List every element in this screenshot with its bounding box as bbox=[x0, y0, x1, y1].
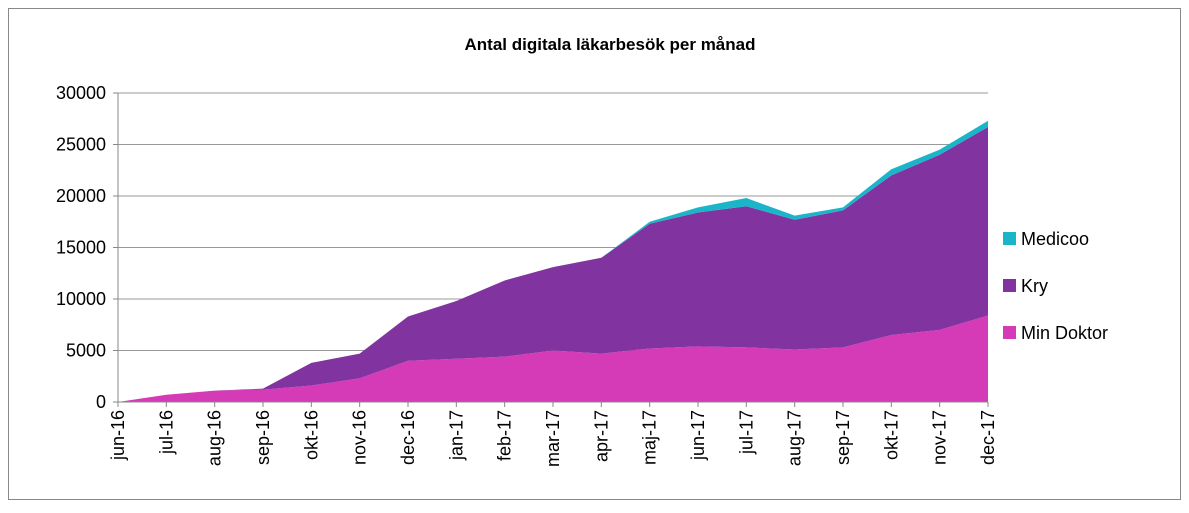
x-tick-label: apr-17 bbox=[591, 410, 611, 462]
chart-title: Antal digitala läkarbesök per månad bbox=[465, 35, 756, 54]
x-tick-label: jan-17 bbox=[446, 410, 466, 461]
x-tick-label: aug-16 bbox=[205, 410, 225, 466]
y-tick-label: 25000 bbox=[56, 135, 106, 155]
y-tick-label: 0 bbox=[96, 392, 106, 412]
legend-swatch bbox=[1003, 232, 1016, 245]
legend-swatch bbox=[1003, 279, 1016, 292]
area bbox=[118, 126, 988, 403]
legend-label: Min Doktor bbox=[1021, 323, 1108, 343]
x-tick-label: sep-16 bbox=[253, 410, 273, 465]
x-tick-label: sep-17 bbox=[833, 410, 853, 465]
x-tick-label: jun-16 bbox=[108, 410, 128, 461]
x-tick-label: dec-17 bbox=[978, 410, 998, 465]
y-tick-label: 15000 bbox=[56, 238, 106, 258]
x-tick-label: mar-17 bbox=[543, 410, 563, 467]
y-tick-label: 20000 bbox=[56, 186, 106, 206]
legend-swatch bbox=[1003, 326, 1016, 339]
x-tick-label: feb-17 bbox=[495, 410, 515, 461]
x-tick-label: jul-17 bbox=[736, 410, 756, 455]
x-tick-label: jun-17 bbox=[688, 410, 708, 461]
x-tick-label: jul-16 bbox=[156, 410, 176, 455]
y-tick-label: 30000 bbox=[56, 83, 106, 103]
x-tick-label: nov-16 bbox=[350, 410, 370, 465]
x-tick-label: okt-17 bbox=[881, 410, 901, 460]
y-tick-label: 5000 bbox=[66, 341, 106, 361]
x-tick-label: maj-17 bbox=[640, 410, 660, 465]
area bbox=[118, 315, 988, 402]
x-tick-label: aug-17 bbox=[785, 410, 805, 466]
y-tick-label: 10000 bbox=[56, 289, 106, 309]
legend-label: Medicoo bbox=[1021, 229, 1089, 249]
legend-label: Kry bbox=[1021, 276, 1048, 296]
x-tick-label: okt-16 bbox=[301, 410, 321, 460]
x-tick-label: nov-17 bbox=[930, 410, 950, 465]
x-tick-label: dec-16 bbox=[398, 410, 418, 465]
